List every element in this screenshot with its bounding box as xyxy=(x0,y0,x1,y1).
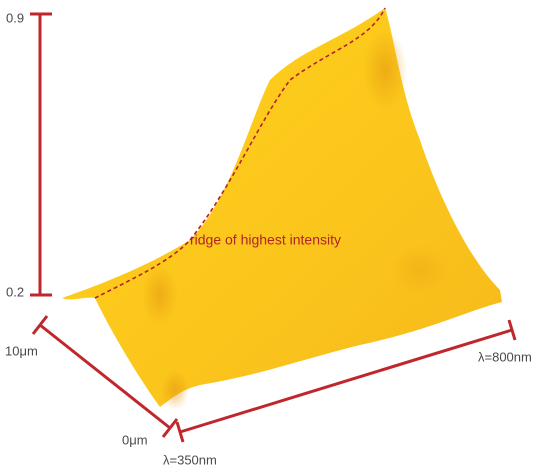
axis-tick xyxy=(31,315,49,335)
wavelength-end-label: λ=800nm xyxy=(478,349,532,364)
intensity-top-label: 0.9 xyxy=(6,10,24,25)
depth-far-label: 10μm xyxy=(5,343,38,358)
axis-tick xyxy=(161,418,179,438)
intensity-bottom-label: 0.2 xyxy=(6,284,24,299)
intensity-surface xyxy=(62,8,502,407)
axis-tick xyxy=(507,319,517,341)
axis-tick xyxy=(175,421,185,443)
ridge-line xyxy=(94,7,386,299)
depth-axis xyxy=(39,323,171,430)
surface-shading xyxy=(142,265,178,325)
ridge-annotation: ridge of highest intensity xyxy=(190,232,341,248)
depth-near-label: 0μm xyxy=(122,432,148,447)
surface-shading xyxy=(161,370,189,410)
wavelength-start-label: λ=350nm xyxy=(163,452,217,467)
wavelength-axis xyxy=(179,328,513,434)
surface-shading xyxy=(363,30,407,110)
surface-shading xyxy=(390,245,450,295)
